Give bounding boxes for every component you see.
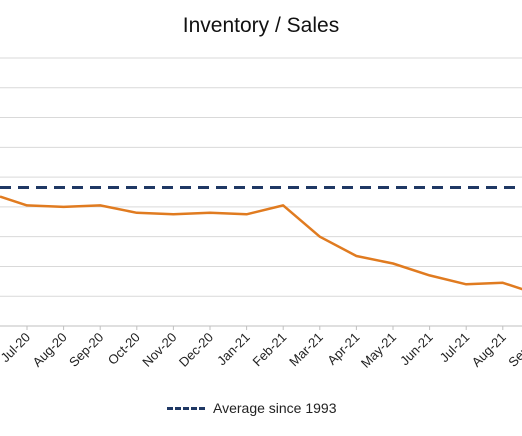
series-layer [0, 186, 522, 291]
x-tick-label: Aug-20 [29, 330, 69, 370]
inventory-sales-line [0, 195, 522, 291]
x-axis-ticks: Jul-20Aug-20Sep-20Oct-20Nov-20Dec-20Jan-… [0, 326, 522, 371]
x-tick-label: Oct-20 [105, 330, 143, 368]
x-tick-label: Sep-21 [505, 330, 522, 370]
x-tick-label: Aug-21 [469, 330, 509, 370]
x-tick-label: Feb-21 [250, 330, 290, 370]
x-tick-label: May-21 [358, 330, 399, 371]
legend-swatch-average [167, 406, 205, 410]
legend-label-average: Average since 1993 [213, 400, 337, 416]
x-tick-label: Jul-21 [437, 330, 473, 366]
x-tick-label: Jan-21 [214, 330, 253, 369]
chart-title: Inventory / Sales [182, 14, 340, 37]
x-tick-label: Apr-21 [324, 330, 362, 368]
x-tick-label: Sep-20 [66, 330, 106, 370]
x-tick-label: Nov-20 [139, 330, 179, 370]
x-tick-label: Jun-21 [397, 330, 436, 369]
x-tick-label: Dec-20 [176, 330, 216, 370]
legend: Average since 1993 [167, 400, 337, 416]
gridlines [0, 57, 522, 327]
x-tick-label: Jul-20 [0, 330, 33, 366]
x-tick-label: Mar-21 [286, 330, 326, 370]
